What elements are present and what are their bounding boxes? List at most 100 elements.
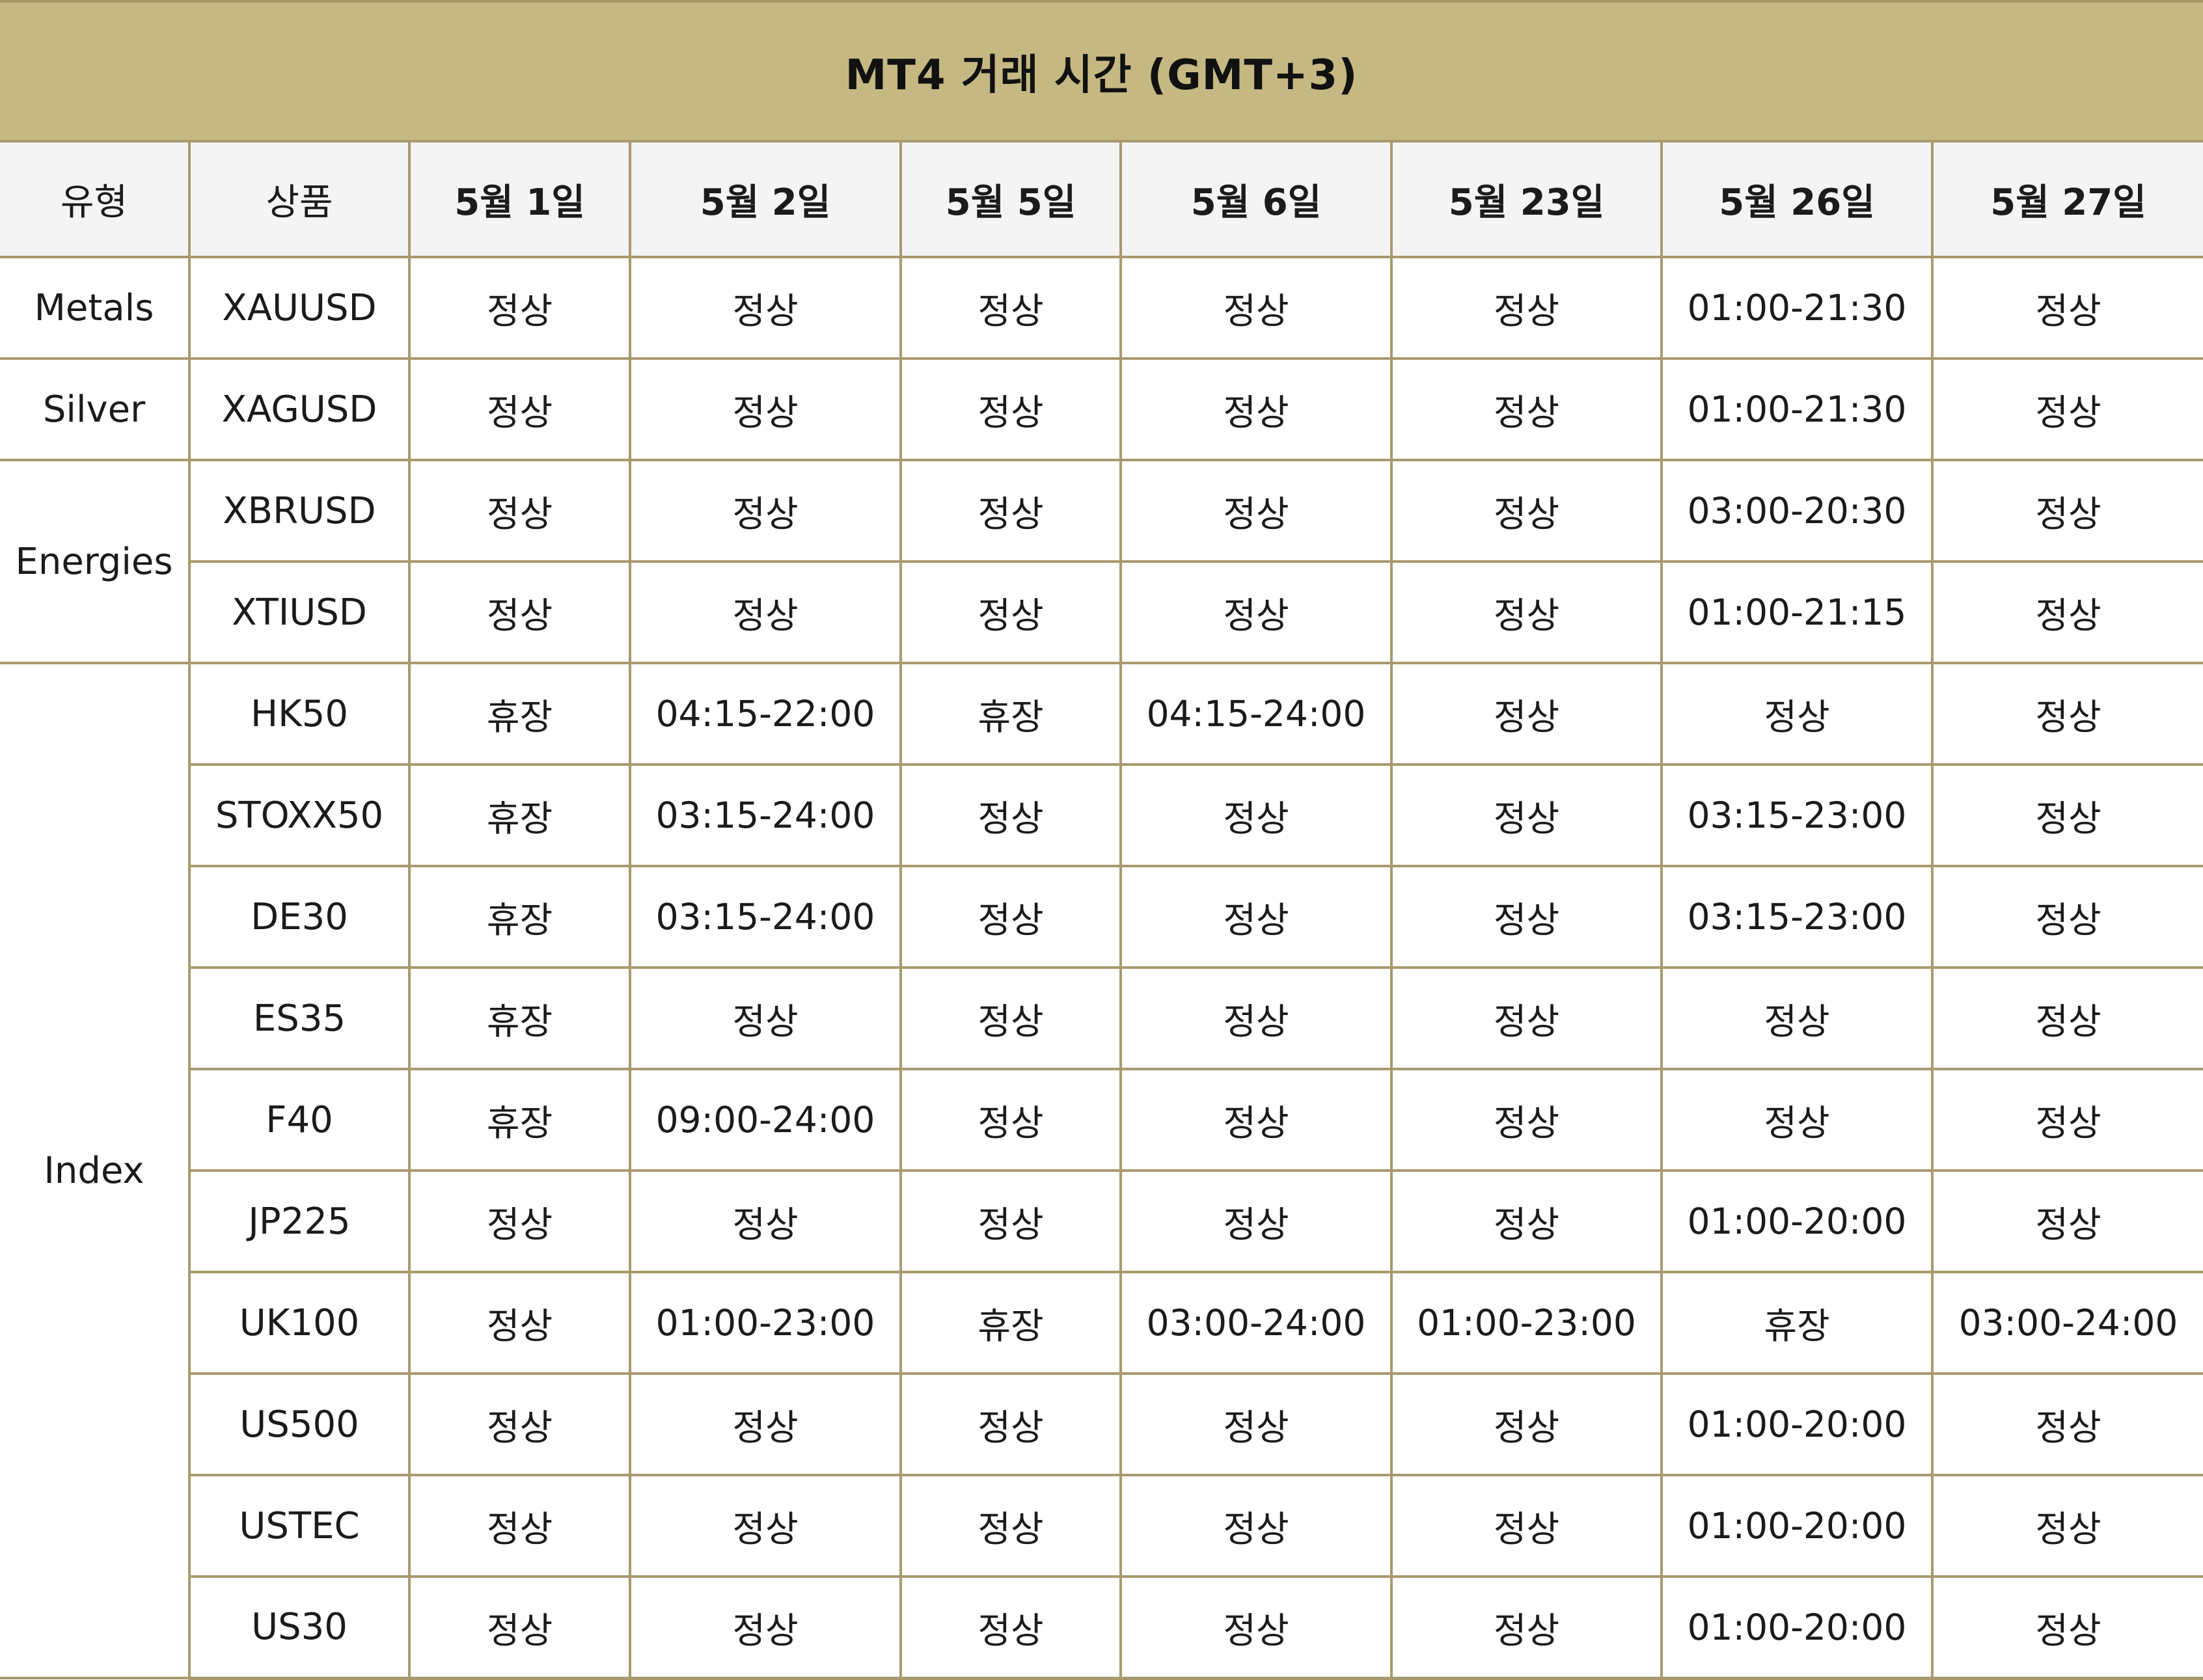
hours-cell: 01:00-20:00 <box>1660 1169 1934 1273</box>
product-cell: XAGUSD <box>188 357 411 461</box>
hours-cell: 03:00-24:00 <box>1119 1271 1393 1375</box>
table-row: Metals XAUUSD 정상 정상 정상 정상 정상 01:00-21:30 정상 <box>0 256 2203 360</box>
product-cell: STOXX50 <box>188 763 411 867</box>
hours-cell: 정상 <box>1390 357 1663 461</box>
hours-cell: 정상 <box>1119 1169 1393 1273</box>
hours-cell: 정상 <box>1390 763 1663 867</box>
hours-cell: 01:00-21:30 <box>1660 357 1934 461</box>
column-header-date: 5월 2일 <box>629 140 902 258</box>
product-cell: ES35 <box>188 966 411 1070</box>
table-row: Silver XAGUSD 정상 정상 정상 정상 정상 01:00-21:30 정상 <box>0 357 2203 461</box>
hours-cell: 정상 <box>899 256 1122 360</box>
hours-cell: 정상 <box>408 1474 631 1578</box>
hours-cell: 정상 <box>1390 966 1663 1070</box>
hours-cell: 정상 <box>1660 662 1934 766</box>
hours-cell: 01:00-21:30 <box>1660 256 1934 360</box>
hours-cell: 정상 <box>629 459 902 563</box>
column-header-date: 5월 1일 <box>408 140 631 258</box>
hours-cell: 정상 <box>1931 1575 2203 1680</box>
product-cell: HK50 <box>188 662 411 766</box>
hours-cell: 정상 <box>1119 763 1393 867</box>
hours-cell: 정상 <box>1119 1575 1393 1680</box>
column-header-date: 5월 23일 <box>1390 140 1663 258</box>
hours-cell: 정상 <box>408 1372 631 1476</box>
hours-cell: 정상 <box>1119 256 1393 360</box>
hours-cell: 휴장 <box>408 1068 631 1172</box>
hours-cell: 03:15-23:00 <box>1660 865 1934 969</box>
hours-cell: 정상 <box>1390 1474 1663 1578</box>
type-cell: Silver <box>0 357 191 461</box>
hours-cell: 03:15-24:00 <box>629 865 902 969</box>
hours-cell: 09:00-24:00 <box>629 1068 902 1172</box>
hours-cell: 정상 <box>629 357 902 461</box>
hours-cell: 정상 <box>1931 357 2203 461</box>
product-cell: US500 <box>188 1372 411 1476</box>
hours-cell: 정상 <box>899 865 1122 969</box>
hours-cell: 01:00-20:00 <box>1660 1474 1934 1578</box>
trading-hours-table: 유형 상품 5월 1일 5월 2일 5월 5일 5월 6일 5월 23일 5월 … <box>0 140 2203 1680</box>
hours-cell: 정상 <box>1931 865 2203 969</box>
hours-cell: 정상 <box>1931 256 2203 360</box>
hours-cell: 정상 <box>899 763 1122 867</box>
hours-cell: 정상 <box>1931 662 2203 766</box>
hours-cell: 정상 <box>629 1474 902 1578</box>
type-cell: Index <box>0 662 191 1679</box>
table-header-row: 유형 상품 5월 1일 5월 2일 5월 5일 5월 6일 5월 23일 5월 … <box>0 140 2203 258</box>
hours-cell: 정상 <box>1390 459 1663 563</box>
product-cell: XTIUSD <box>188 560 411 664</box>
hours-cell: 정상 <box>1931 459 2203 563</box>
hours-cell: 정상 <box>1119 1474 1393 1578</box>
table-row: USTEC 정상 정상 정상 정상 정상 01:00-20:00 정상 <box>0 1474 2203 1578</box>
column-header-date: 5월 6일 <box>1119 140 1393 258</box>
table-row: XTIUSD 정상 정상 정상 정상 정상 01:00-21:15 정상 <box>0 560 2203 664</box>
hours-cell: 정상 <box>1931 1068 2203 1172</box>
product-cell: XBRUSD <box>188 459 411 563</box>
hours-cell: 03:15-24:00 <box>629 763 902 867</box>
hours-cell: 휴장 <box>408 763 631 867</box>
hours-cell: 정상 <box>408 560 631 664</box>
hours-cell: 정상 <box>899 1068 1122 1172</box>
hours-cell: 정상 <box>899 357 1122 461</box>
hours-cell: 정상 <box>1119 357 1393 461</box>
table-row: UK100 정상 01:00-23:00 휴장 03:00-24:00 01:00-23:… <box>0 1271 2203 1375</box>
hours-cell: 정상 <box>1660 1068 1934 1172</box>
hours-cell: 정상 <box>899 560 1122 664</box>
hours-cell: 정상 <box>629 966 902 1070</box>
hours-cell: 01:00-23:00 <box>1390 1271 1663 1375</box>
hours-cell: 정상 <box>629 1575 902 1680</box>
table-row: Index HK50 휴장 04:15-22:00 휴장 04:15-24:00 정상 정상 정… <box>0 662 2203 1679</box>
hours-cell: 정상 <box>899 459 1122 563</box>
product-cell: JP225 <box>188 1169 411 1273</box>
hours-cell: 01:00-20:00 <box>1660 1372 1934 1476</box>
hours-cell: 정상 <box>899 1372 1122 1476</box>
hours-cell: 정상 <box>1390 662 1663 766</box>
product-cell: XAUUSD <box>188 256 411 360</box>
hours-cell: 휴장 <box>899 662 1122 766</box>
column-header-product: 상품 <box>188 140 411 258</box>
hours-cell: 휴장 <box>899 1271 1122 1375</box>
hours-cell: 01:00-23:00 <box>629 1271 902 1375</box>
hours-cell: 정상 <box>1390 256 1663 360</box>
table-row: STOXX50 휴장 03:15-24:00 정상 정상 정상 03:15-23:00 정상 <box>0 763 2203 867</box>
hours-cell: 정상 <box>1390 865 1663 969</box>
hours-cell: 정상 <box>408 1169 631 1273</box>
hours-cell: 정상 <box>899 1169 1122 1273</box>
hours-cell: 정상 <box>1660 966 1934 1070</box>
product-cell: US30 <box>188 1575 411 1680</box>
product-cell: F40 <box>188 1068 411 1172</box>
hours-cell: 정상 <box>1931 560 2203 664</box>
hours-cell: 정상 <box>1931 1169 2203 1273</box>
hours-cell: 정상 <box>899 966 1122 1070</box>
table-row: F40 휴장 09:00-24:00 정상 정상 정상 정상 정상 <box>0 1068 2203 1172</box>
hours-cell: 04:15-24:00 <box>1119 662 1393 766</box>
hours-cell: 03:00-24:00 <box>1931 1271 2203 1375</box>
hours-cell: 정상 <box>1931 1474 2203 1578</box>
hours-cell: 정상 <box>1119 966 1393 1070</box>
column-header-date: 5월 5일 <box>899 140 1122 258</box>
hours-cell: 정상 <box>408 1271 631 1375</box>
table-row: Energies XBRUSD 정상 정상 정상 정상 정상 03:00-20:30 정상 <box>0 459 2203 664</box>
hours-cell: 정상 <box>1390 1575 1663 1680</box>
product-cell: DE30 <box>188 865 411 969</box>
page-title: MT4 거래 시간 (GMT+3) <box>0 0 2203 140</box>
